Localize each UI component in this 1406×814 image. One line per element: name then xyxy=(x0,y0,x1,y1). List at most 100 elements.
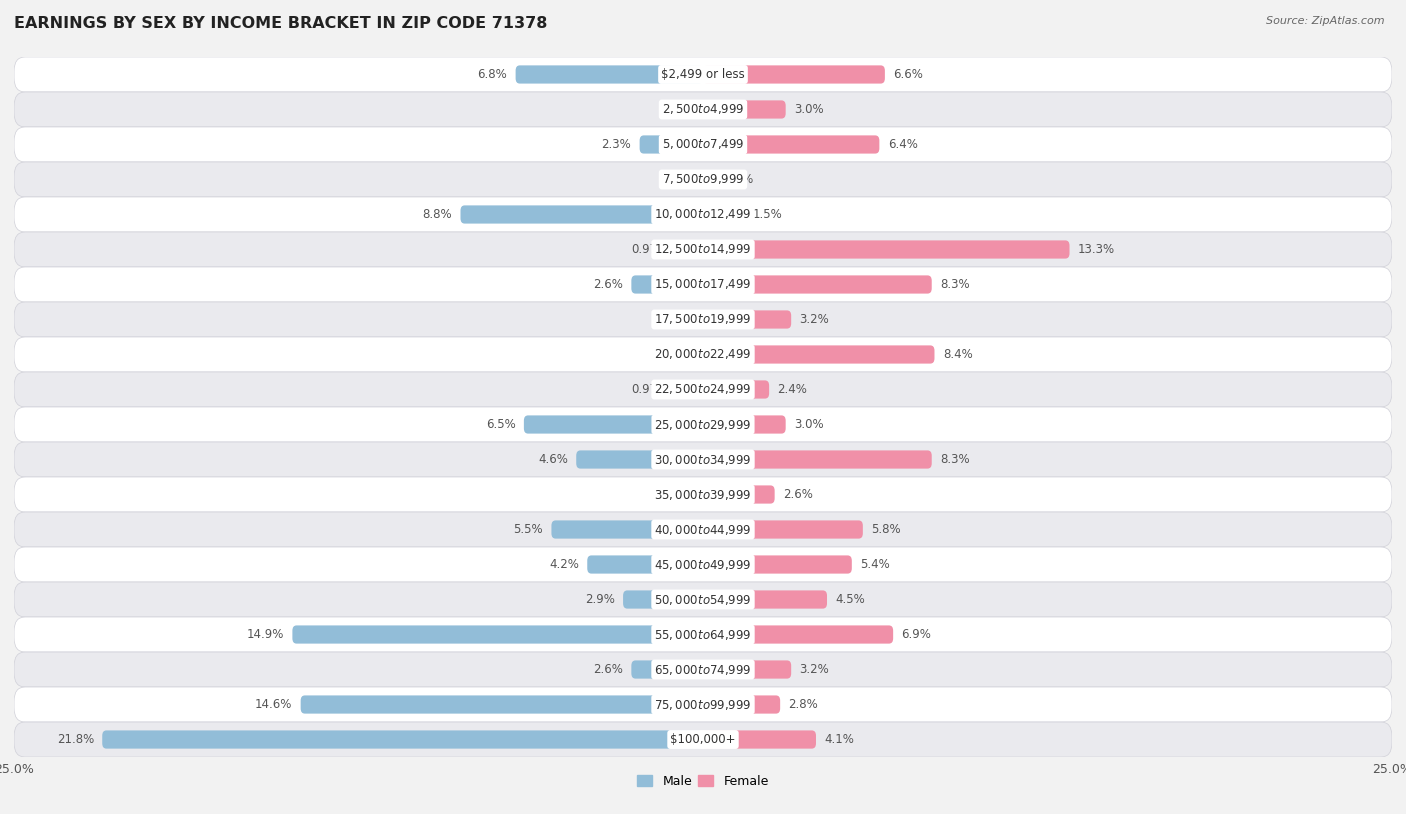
FancyBboxPatch shape xyxy=(14,442,1392,477)
Text: 2.6%: 2.6% xyxy=(593,278,623,291)
Text: 14.6%: 14.6% xyxy=(254,698,292,711)
FancyBboxPatch shape xyxy=(676,380,703,399)
FancyBboxPatch shape xyxy=(676,240,703,259)
Text: 6.5%: 6.5% xyxy=(486,418,516,431)
FancyBboxPatch shape xyxy=(14,197,1392,232)
FancyBboxPatch shape xyxy=(703,590,827,609)
FancyBboxPatch shape xyxy=(576,450,703,469)
Text: $55,000 to $64,999: $55,000 to $64,999 xyxy=(654,628,752,641)
Text: $12,500 to $14,999: $12,500 to $14,999 xyxy=(654,243,752,256)
Text: 8.3%: 8.3% xyxy=(941,278,970,291)
Text: 4.1%: 4.1% xyxy=(824,733,853,746)
FancyBboxPatch shape xyxy=(703,485,775,504)
Text: 8.4%: 8.4% xyxy=(943,348,973,361)
FancyBboxPatch shape xyxy=(703,625,893,644)
FancyBboxPatch shape xyxy=(14,232,1392,267)
Text: $30,000 to $34,999: $30,000 to $34,999 xyxy=(654,453,752,466)
FancyBboxPatch shape xyxy=(14,92,1392,127)
Text: 3.2%: 3.2% xyxy=(800,663,830,676)
Text: 6.8%: 6.8% xyxy=(478,68,508,81)
Text: 8.3%: 8.3% xyxy=(941,453,970,466)
Text: 0.0%: 0.0% xyxy=(665,103,695,116)
Text: 2.6%: 2.6% xyxy=(593,663,623,676)
Text: 13.3%: 13.3% xyxy=(1078,243,1115,256)
Text: 2.8%: 2.8% xyxy=(789,698,818,711)
Text: 6.9%: 6.9% xyxy=(901,628,931,641)
Text: 3.2%: 3.2% xyxy=(800,313,830,326)
Text: $100,000+: $100,000+ xyxy=(671,733,735,746)
Text: $25,000 to $29,999: $25,000 to $29,999 xyxy=(654,418,752,431)
FancyBboxPatch shape xyxy=(14,477,1392,512)
FancyBboxPatch shape xyxy=(524,415,703,434)
FancyBboxPatch shape xyxy=(14,372,1392,407)
Text: EARNINGS BY SEX BY INCOME BRACKET IN ZIP CODE 71378: EARNINGS BY SEX BY INCOME BRACKET IN ZIP… xyxy=(14,16,547,31)
FancyBboxPatch shape xyxy=(703,345,935,364)
Text: $15,000 to $17,499: $15,000 to $17,499 xyxy=(654,278,752,291)
FancyBboxPatch shape xyxy=(588,555,703,574)
FancyBboxPatch shape xyxy=(703,275,932,294)
Text: 14.9%: 14.9% xyxy=(246,628,284,641)
FancyBboxPatch shape xyxy=(703,310,792,329)
Text: 5.5%: 5.5% xyxy=(513,523,543,536)
Text: 6.6%: 6.6% xyxy=(893,68,922,81)
Text: $75,000 to $99,999: $75,000 to $99,999 xyxy=(654,698,752,711)
FancyBboxPatch shape xyxy=(461,205,703,224)
Text: 0.19%: 0.19% xyxy=(717,173,754,186)
Text: 3.0%: 3.0% xyxy=(794,103,824,116)
FancyBboxPatch shape xyxy=(703,730,815,749)
Text: 0.0%: 0.0% xyxy=(665,313,695,326)
FancyBboxPatch shape xyxy=(14,652,1392,687)
FancyBboxPatch shape xyxy=(703,555,852,574)
FancyBboxPatch shape xyxy=(703,380,769,399)
Text: 0.0%: 0.0% xyxy=(665,348,695,361)
Text: 0.0%: 0.0% xyxy=(665,488,695,501)
Text: $7,500 to $9,999: $7,500 to $9,999 xyxy=(662,173,744,186)
Text: 2.6%: 2.6% xyxy=(783,488,813,501)
FancyBboxPatch shape xyxy=(14,582,1392,617)
Text: $22,500 to $24,999: $22,500 to $24,999 xyxy=(654,383,752,396)
FancyBboxPatch shape xyxy=(703,660,792,679)
Text: 4.5%: 4.5% xyxy=(835,593,865,606)
FancyBboxPatch shape xyxy=(14,512,1392,547)
FancyBboxPatch shape xyxy=(623,590,703,609)
FancyBboxPatch shape xyxy=(516,65,703,84)
FancyBboxPatch shape xyxy=(14,302,1392,337)
FancyBboxPatch shape xyxy=(703,520,863,539)
Text: 2.4%: 2.4% xyxy=(778,383,807,396)
Text: 5.8%: 5.8% xyxy=(872,523,901,536)
Text: 21.8%: 21.8% xyxy=(56,733,94,746)
FancyBboxPatch shape xyxy=(703,170,709,189)
FancyBboxPatch shape xyxy=(703,240,1070,259)
FancyBboxPatch shape xyxy=(14,57,1392,92)
FancyBboxPatch shape xyxy=(551,520,703,539)
FancyBboxPatch shape xyxy=(14,687,1392,722)
Text: $2,499 or less: $2,499 or less xyxy=(661,68,745,81)
Text: $65,000 to $74,999: $65,000 to $74,999 xyxy=(654,663,752,676)
Text: Source: ZipAtlas.com: Source: ZipAtlas.com xyxy=(1267,16,1385,26)
FancyBboxPatch shape xyxy=(14,617,1392,652)
Text: $17,500 to $19,999: $17,500 to $19,999 xyxy=(654,313,752,326)
Text: 2.3%: 2.3% xyxy=(602,138,631,151)
Text: $10,000 to $12,499: $10,000 to $12,499 xyxy=(654,208,752,221)
FancyBboxPatch shape xyxy=(631,275,703,294)
FancyBboxPatch shape xyxy=(703,450,932,469)
Text: 2.9%: 2.9% xyxy=(585,593,614,606)
FancyBboxPatch shape xyxy=(640,135,703,154)
FancyBboxPatch shape xyxy=(14,162,1392,197)
FancyBboxPatch shape xyxy=(703,65,884,84)
FancyBboxPatch shape xyxy=(14,337,1392,372)
Text: 0.97%: 0.97% xyxy=(631,243,668,256)
FancyBboxPatch shape xyxy=(703,135,879,154)
Text: 8.8%: 8.8% xyxy=(423,208,453,221)
Text: 4.2%: 4.2% xyxy=(550,558,579,571)
Text: $40,000 to $44,999: $40,000 to $44,999 xyxy=(654,523,752,536)
Text: $50,000 to $54,999: $50,000 to $54,999 xyxy=(654,593,752,606)
Text: 5.4%: 5.4% xyxy=(860,558,890,571)
FancyBboxPatch shape xyxy=(703,205,744,224)
FancyBboxPatch shape xyxy=(14,547,1392,582)
FancyBboxPatch shape xyxy=(703,695,780,714)
FancyBboxPatch shape xyxy=(703,100,786,119)
FancyBboxPatch shape xyxy=(14,267,1392,302)
Text: 1.5%: 1.5% xyxy=(752,208,782,221)
FancyBboxPatch shape xyxy=(14,722,1392,757)
